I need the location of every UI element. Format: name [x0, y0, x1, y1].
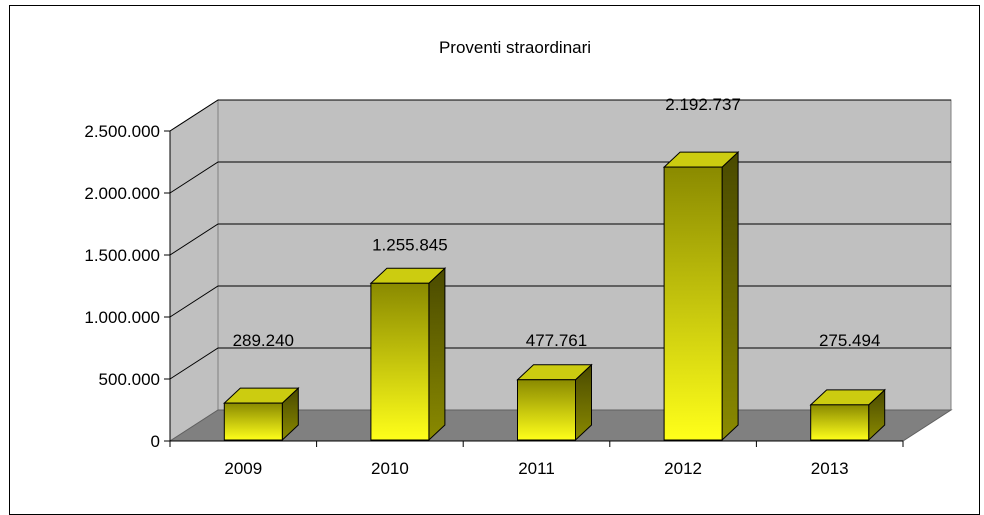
- bar-front: [517, 379, 576, 441]
- bar-front: [663, 166, 723, 441]
- x-tick-label: 2009: [224, 459, 262, 478]
- bar-front: [370, 282, 430, 441]
- gridline: [169, 99, 951, 132]
- x-tick-label: 2010: [371, 459, 409, 478]
- y-tick-label: 0: [151, 432, 160, 451]
- chart-title: Proventi straordinari: [439, 38, 591, 57]
- data-label: 275.494: [819, 331, 880, 350]
- bar-front: [810, 404, 870, 441]
- bar-2010: [369, 267, 447, 442]
- data-label: 2.192.737: [665, 95, 741, 114]
- bar-chart: Proventi straordinari 0 500.000 1.000.000 1…: [84, 38, 953, 478]
- plot-area: 0 500.000 1.000.000 1.500.000 2.000.000 2.500…: [84, 95, 953, 478]
- x-tick-label: 2011: [518, 459, 555, 478]
- y-tick-label: 1.500.000: [84, 246, 160, 265]
- data-label: 477.761: [526, 331, 587, 350]
- y-tick-label: 2.500.000: [84, 122, 160, 141]
- bar-front: [223, 402, 283, 441]
- side-wall: [169, 99, 219, 442]
- bar-2012: [662, 150, 740, 442]
- x-tick-label: 2012: [664, 459, 702, 478]
- bar-2009: [223, 386, 300, 442]
- bar-2013: [809, 388, 886, 442]
- y-tick-label: 1.000.000: [84, 308, 160, 327]
- chart-frame: Proventi straordinari 0 500.000 1.000.000 1…: [9, 5, 980, 515]
- back-wall: [217, 99, 952, 411]
- data-label: 1.255.845: [372, 235, 448, 254]
- bar-side: [721, 150, 739, 442]
- bar-2011: [516, 363, 593, 442]
- x-tick-label: 2013: [811, 459, 849, 478]
- y-tick-label: 500.000: [99, 370, 160, 389]
- bar-side: [428, 267, 446, 442]
- y-tick-label: 2.000.000: [84, 184, 160, 203]
- data-label: 289.240: [233, 331, 294, 350]
